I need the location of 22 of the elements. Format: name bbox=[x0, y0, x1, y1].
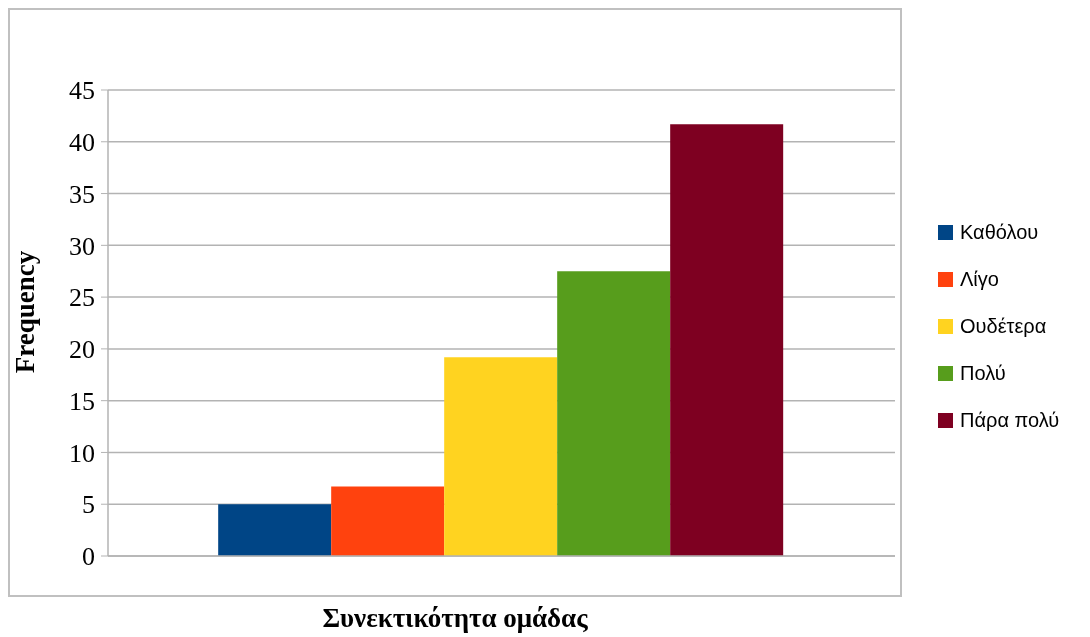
y-tick-label: 25 bbox=[69, 283, 95, 313]
bar bbox=[444, 357, 558, 556]
x-axis-title: Συνεκτικότητα ομάδας bbox=[322, 603, 588, 633]
y-tick-label: 15 bbox=[69, 386, 95, 416]
y-tick-label: 35 bbox=[69, 179, 95, 209]
y-tick-label: 5 bbox=[82, 490, 95, 520]
y-tick-label: 0 bbox=[82, 542, 95, 572]
y-tick-label: 20 bbox=[69, 335, 95, 365]
bar bbox=[670, 124, 784, 556]
bar bbox=[218, 504, 332, 556]
legend-label: Πολύ bbox=[960, 362, 1006, 385]
y-axis-title: Frequency bbox=[10, 250, 40, 374]
y-tick-label: 30 bbox=[69, 231, 95, 261]
y-tick-label: 40 bbox=[69, 128, 95, 158]
bar bbox=[557, 271, 671, 556]
bar bbox=[331, 486, 445, 556]
legend-label: Ουδέτερα bbox=[960, 315, 1047, 338]
legend-label: Πάρα πολύ bbox=[960, 409, 1060, 432]
y-tick-label: 45 bbox=[69, 76, 95, 106]
legend-label: Καθόλου bbox=[960, 221, 1039, 244]
legend-label: Λίγο bbox=[960, 268, 999, 291]
y-tick-label: 10 bbox=[69, 438, 95, 468]
